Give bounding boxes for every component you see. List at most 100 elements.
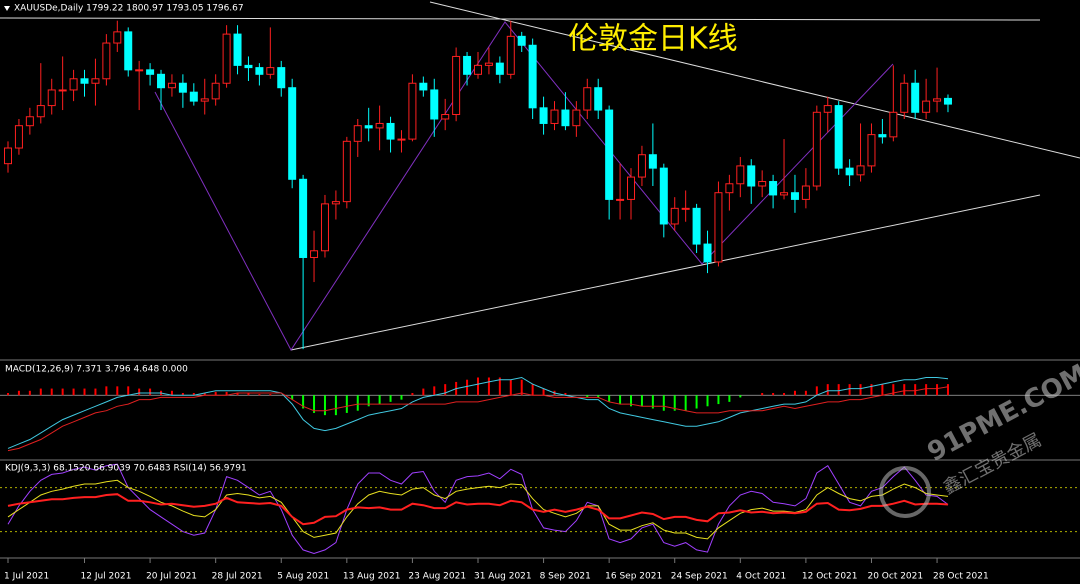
histogram-bar bbox=[892, 384, 895, 396]
candle-body bbox=[670, 207, 679, 225]
candle-body bbox=[692, 207, 701, 245]
candle-body bbox=[878, 134, 887, 138]
candle-body bbox=[681, 207, 690, 210]
x-tick-label: 13 Aug 2021 bbox=[343, 572, 401, 582]
histogram-bar bbox=[302, 395, 305, 409]
candle-body bbox=[495, 62, 504, 75]
candle-body bbox=[14, 125, 23, 149]
histogram-bar bbox=[772, 393, 775, 396]
candle-body bbox=[812, 111, 821, 187]
histogram-bar bbox=[870, 384, 873, 396]
histogram-bar bbox=[914, 384, 917, 396]
histogram-bar bbox=[826, 384, 829, 396]
histogram-bar bbox=[640, 395, 643, 407]
histogram-bar bbox=[422, 388, 425, 396]
candle-body bbox=[473, 64, 482, 75]
candle-body bbox=[441, 114, 450, 120]
histogram-bar bbox=[695, 395, 698, 409]
histogram-bar bbox=[72, 388, 75, 396]
histogram-bar bbox=[804, 390, 807, 396]
histogram-bar bbox=[542, 388, 545, 396]
candle-body bbox=[408, 82, 417, 140]
candle-body bbox=[911, 82, 920, 113]
chart-header: XAUUSDe,Daily 1799.22 1800.97 1793.05 17… bbox=[14, 4, 244, 14]
candle-body bbox=[725, 183, 734, 194]
candle-body bbox=[517, 35, 526, 46]
candle-body bbox=[80, 78, 89, 84]
candle-body bbox=[47, 89, 56, 107]
candle-body bbox=[594, 87, 603, 111]
x-tick-label: 31 Aug 2021 bbox=[474, 572, 532, 582]
candle-body bbox=[244, 64, 253, 69]
histogram-bar bbox=[684, 395, 687, 411]
candle-body bbox=[299, 178, 308, 258]
candle-body bbox=[25, 116, 34, 127]
histogram-bar bbox=[706, 395, 709, 407]
x-tick-label: 4 Oct 2021 bbox=[736, 572, 786, 582]
candle-body bbox=[277, 67, 286, 89]
indicator-line bbox=[7, 376, 949, 449]
candle-body bbox=[463, 55, 472, 75]
candle-body bbox=[583, 87, 592, 111]
histogram-bar bbox=[630, 395, 633, 407]
candle-body bbox=[856, 165, 865, 176]
candle-body bbox=[790, 192, 799, 200]
histogram-bar bbox=[356, 395, 359, 411]
histogram-bar bbox=[411, 393, 414, 396]
candle-body bbox=[616, 198, 625, 201]
histogram-bar bbox=[367, 395, 370, 407]
candle-body bbox=[255, 67, 264, 75]
zigzag bbox=[154, 21, 894, 351]
histogram-bar bbox=[389, 395, 392, 402]
histogram-bar bbox=[487, 377, 490, 396]
candle-body bbox=[834, 105, 843, 169]
histogram-bar bbox=[509, 379, 512, 396]
histogram-bar bbox=[520, 379, 523, 396]
histogram-bar bbox=[597, 395, 600, 398]
candle-body bbox=[36, 105, 45, 118]
candle-body bbox=[58, 89, 67, 92]
candle-body bbox=[342, 140, 351, 203]
histogram-bar bbox=[313, 395, 316, 413]
histogram-bar bbox=[651, 395, 654, 409]
candle-body bbox=[4, 147, 12, 165]
x-tick-label: 28 Oct 2021 bbox=[933, 572, 989, 582]
candle-body bbox=[539, 107, 548, 124]
histogram-bar bbox=[28, 390, 31, 396]
candle-body bbox=[747, 165, 756, 187]
histogram-bar bbox=[127, 386, 130, 396]
histogram-bar bbox=[258, 394, 261, 396]
x-tick-label: 12 Oct 2021 bbox=[802, 572, 858, 582]
candle-body bbox=[69, 78, 78, 91]
histogram-bar bbox=[476, 377, 479, 396]
candle-body bbox=[889, 111, 898, 138]
histogram-bar bbox=[837, 384, 840, 396]
histogram-bar bbox=[225, 391, 228, 396]
candle-body bbox=[758, 181, 767, 187]
candle-body bbox=[375, 122, 384, 129]
candle-body bbox=[572, 109, 581, 127]
watermark-logo bbox=[879, 466, 931, 518]
x-tick-label: 16 Sep 2021 bbox=[605, 572, 662, 582]
histogram-bar bbox=[7, 393, 9, 396]
x-tick-label: 28 Jul 2021 bbox=[212, 572, 263, 582]
candle-body bbox=[397, 138, 406, 141]
histogram-bar bbox=[345, 395, 348, 413]
histogram-bar bbox=[586, 395, 589, 398]
candle-body bbox=[867, 134, 876, 167]
histogram-bar bbox=[793, 390, 796, 396]
histogram-bar bbox=[236, 393, 239, 396]
candle-body bbox=[506, 35, 515, 75]
candle-body bbox=[364, 125, 373, 129]
candle-body bbox=[714, 192, 723, 263]
trend-line bbox=[429, 1, 1080, 159]
x-tick-label: 1 Jul 2021 bbox=[4, 572, 49, 582]
candle-body bbox=[703, 243, 712, 263]
histogram-bar bbox=[531, 384, 534, 396]
candle-body bbox=[484, 62, 493, 66]
candle-body bbox=[605, 109, 614, 200]
candle-body bbox=[233, 33, 242, 66]
histogram-bar bbox=[50, 388, 53, 396]
histogram-bar bbox=[192, 393, 195, 396]
macd-header: MACD(12,26,9) 7.371 3.796 4.648 0.000 bbox=[5, 365, 188, 375]
